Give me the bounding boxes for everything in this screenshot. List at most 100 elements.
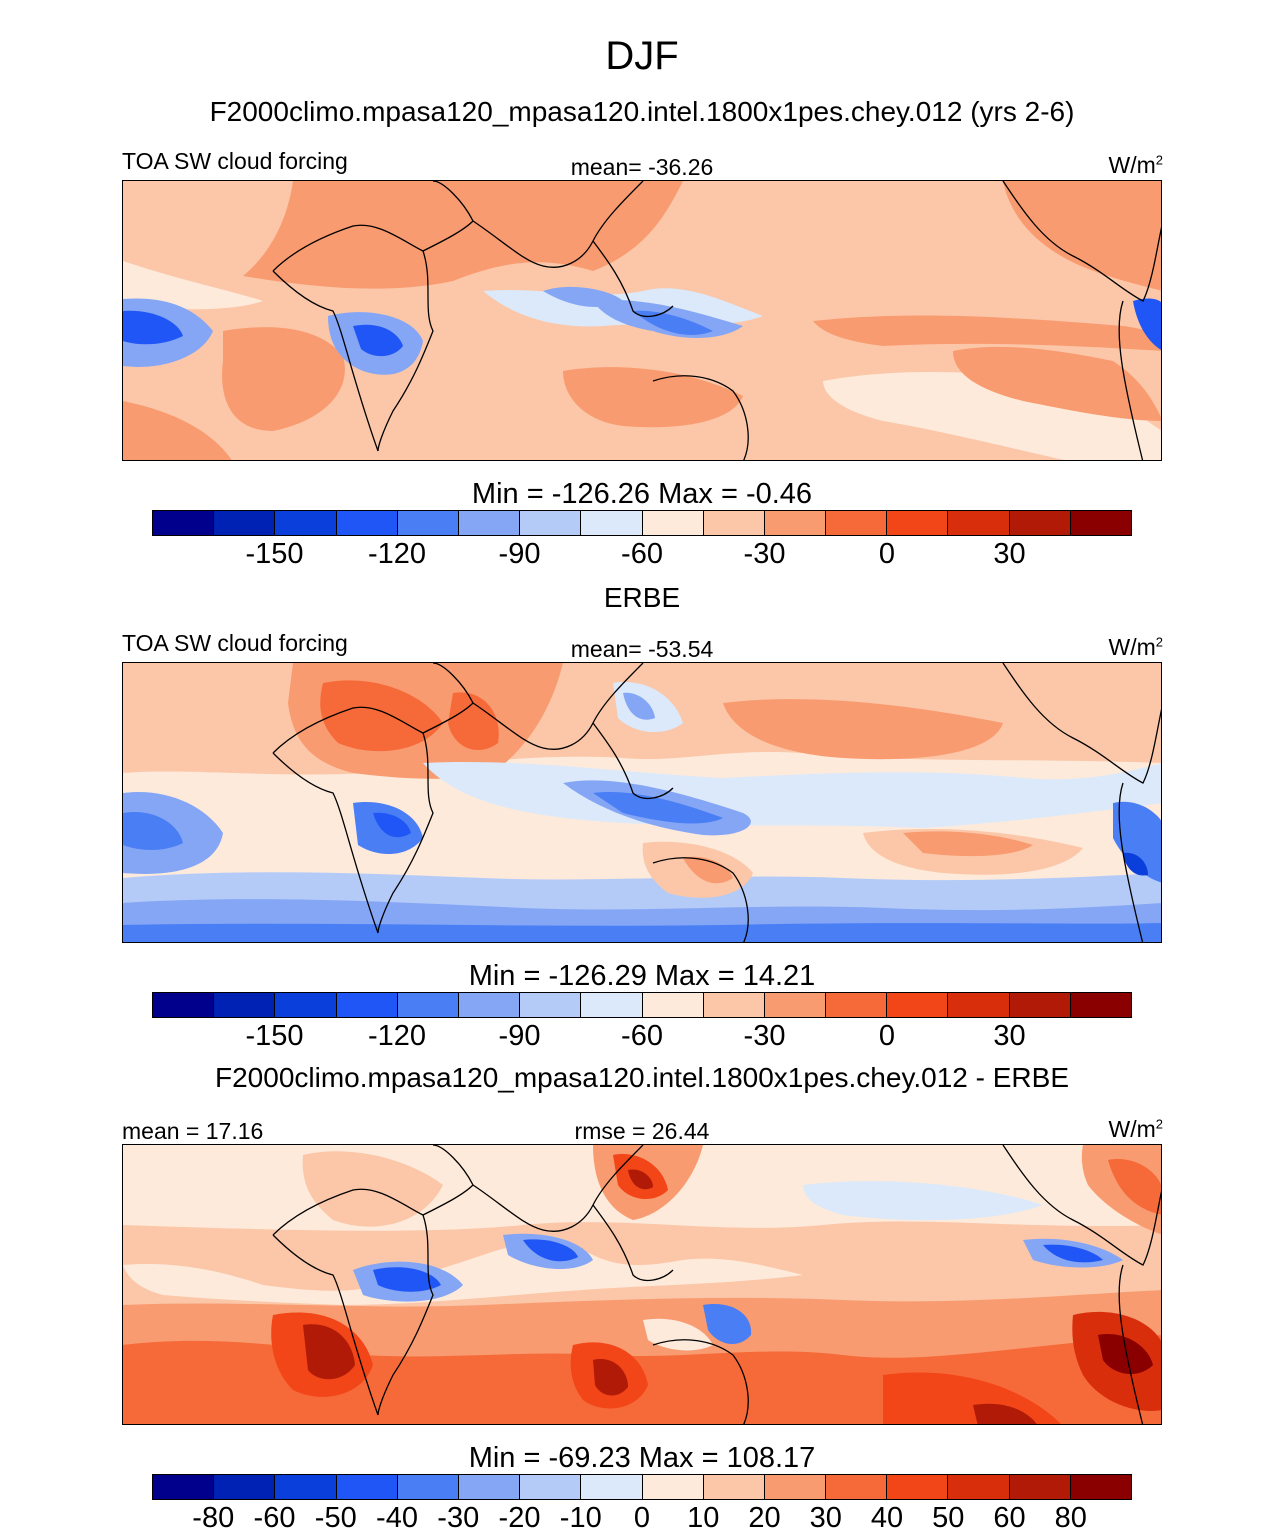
colorbar-box [153, 993, 215, 1017]
colorbar-box [1009, 511, 1071, 535]
colorbar-box [1070, 1475, 1131, 1499]
figure-title: DJF [605, 34, 679, 78]
panel1-colorbar [152, 510, 1132, 536]
panel1-mean-label: mean= -36.26 [570, 154, 714, 180]
colorbar-box [520, 511, 582, 535]
colorbar-box [1009, 993, 1071, 1017]
panel2-colorbar [152, 992, 1132, 1018]
panel3-mean-label: mean = 17.16 [122, 1118, 264, 1144]
panel2-units-label: W/m2 [1108, 634, 1164, 660]
panel3-map [122, 1144, 1162, 1425]
colorbar-box [887, 1475, 949, 1499]
panel3-title: F2000climo.mpasa120_mpasa120.intel.1800x… [215, 1062, 1069, 1093]
colorbar-box [948, 1475, 1010, 1499]
colorbar-box [397, 993, 459, 1017]
colorbar-box [764, 993, 827, 1017]
colorbar-tick-label: -90 [498, 538, 541, 570]
colorbar-box [581, 1475, 643, 1499]
colorbar-box [581, 993, 643, 1017]
colorbar-tick-label: -120 [367, 538, 427, 570]
panel1-title: F2000climo.mpasa120_mpasa120.intel.1800x… [209, 96, 1075, 127]
colorbar-tick-label: 60 [993, 1502, 1026, 1534]
colorbar-tick-label: 40 [870, 1502, 904, 1534]
panel2-variable-label: TOA SW cloud forcing [122, 630, 348, 656]
colorbar-box [153, 511, 215, 535]
panel1-units-label: W/m2 [1108, 152, 1164, 178]
panel3-rmse-label: rmse = 26.44 [574, 1118, 710, 1144]
colorbar-tick-label: 30 [993, 538, 1026, 570]
colorbar-tick-label: -60 [253, 1502, 296, 1534]
colorbar-tick-label: -30 [743, 538, 786, 570]
panel2-mean-label: mean= -53.54 [570, 636, 714, 662]
panel2-title: ERBE [603, 582, 681, 613]
colorbar-tick-label: -120 [367, 1020, 427, 1052]
colorbar-box [764, 1475, 827, 1499]
colorbar-box [275, 1475, 337, 1499]
colorbar-box [397, 1475, 459, 1499]
colorbar-tick-label: 20 [748, 1502, 781, 1534]
colorbar-box [458, 993, 521, 1017]
colorbar-box [1070, 511, 1131, 535]
colorbar-box [214, 1475, 276, 1499]
colorbar-tick-label: -40 [376, 1502, 418, 1534]
colorbar-box [1070, 993, 1131, 1017]
colorbar-tick-label: -30 [437, 1502, 480, 1534]
colorbar-tick-label: 80 [1054, 1502, 1087, 1534]
colorbar-box [948, 511, 1010, 535]
panel3-colorbar [152, 1474, 1132, 1500]
colorbar-box [887, 511, 949, 535]
colorbar-box [520, 993, 582, 1017]
colorbar-box [153, 1475, 215, 1499]
colorbar-box [826, 511, 888, 535]
colorbar-tick-label: 50 [932, 1502, 965, 1534]
colorbar-tick-label: 0 [633, 1502, 651, 1534]
colorbar-box [642, 993, 704, 1017]
colorbar-box [336, 511, 398, 535]
colorbar-box [826, 1475, 888, 1499]
colorbar-box [336, 993, 398, 1017]
colorbar-tick-label: -10 [559, 1502, 602, 1534]
colorbar-box [703, 511, 765, 535]
colorbar-box [214, 511, 276, 535]
colorbar-box [275, 993, 337, 1017]
colorbar-box [397, 511, 459, 535]
panel3-colorbar-ticks: -80 -60 -50 -40 -30 -20 -10 0 10 20 30 40 50 60 80 [0, 1502, 1285, 1538]
colorbar-tick-label: -20 [498, 1502, 541, 1534]
panel1-map [122, 180, 1162, 461]
panel2-map [122, 662, 1162, 943]
panel1-variable-label: TOA SW cloud forcing [122, 148, 348, 174]
colorbar-tick-label: 0 [878, 1020, 896, 1052]
colorbar-box [764, 511, 827, 535]
panel2-minmax-label: Min = -126.29 Max = 14.21 [468, 960, 816, 992]
colorbar-box [458, 511, 521, 535]
colorbar-tick-label: -90 [498, 1020, 541, 1052]
colorbar-box [948, 993, 1010, 1017]
colorbar-box [887, 993, 949, 1017]
panel2-colorbar-ticks: -150 -120 -90 -60 -30 0 30 [0, 1020, 1285, 1056]
colorbar-box [520, 1475, 582, 1499]
colorbar-box [1009, 1475, 1071, 1499]
colorbar-box [642, 511, 704, 535]
colorbar-tick-label: -150 [245, 1020, 304, 1052]
colorbar-box [275, 511, 337, 535]
colorbar-tick-label: -50 [314, 1502, 357, 1534]
colorbar-tick-label: -60 [621, 538, 663, 570]
panel1-minmax-label: Min = -126.26 Max = -0.46 [471, 478, 813, 510]
colorbar-tick-label: -150 [245, 538, 304, 570]
colorbar-box [581, 511, 643, 535]
panel3-units-label: W/m2 [1108, 1116, 1164, 1142]
panel3-minmax-label: Min = -69.23 Max = 108.17 [468, 1442, 816, 1474]
colorbar-box [642, 1475, 704, 1499]
colorbar-tick-label: 10 [687, 1502, 720, 1534]
colorbar-box [458, 1475, 521, 1499]
colorbar-tick-label: -30 [743, 1020, 786, 1052]
colorbar-box [336, 1475, 398, 1499]
panel1-colorbar-ticks: -150 -120 -90 -60 -30 0 30 [0, 538, 1285, 574]
colorbar-tick-label: 0 [878, 538, 896, 570]
colorbar-tick-label: 30 [993, 1020, 1026, 1052]
colorbar-box [826, 993, 888, 1017]
colorbar-tick-label: 30 [809, 1502, 842, 1534]
colorbar-box [703, 993, 765, 1017]
colorbar-tick-label: -80 [192, 1502, 235, 1534]
colorbar-box [214, 993, 276, 1017]
